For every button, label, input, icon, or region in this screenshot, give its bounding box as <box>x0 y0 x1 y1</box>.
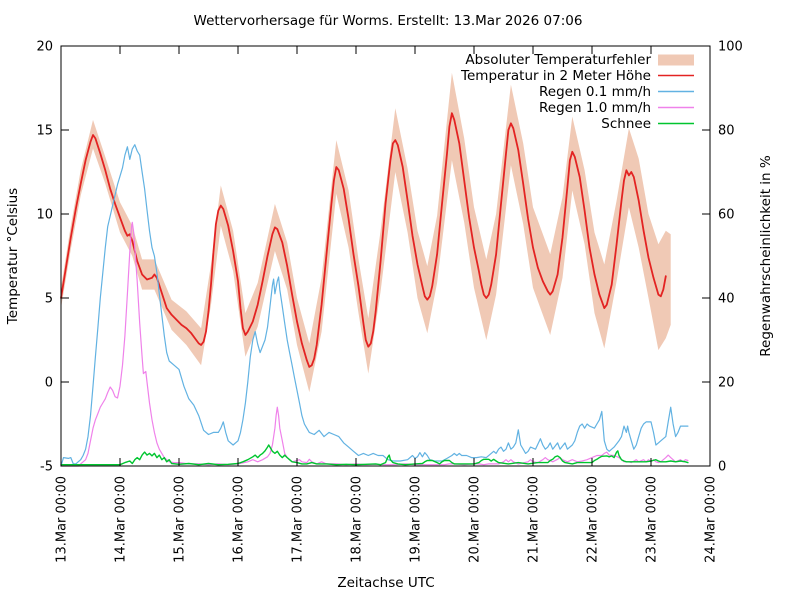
y-right-tick-label: 60 <box>718 208 735 223</box>
plot-generated-layer: -5 0 5 10 15 20 0 20 40 60 80 100 13.Mar 00:00 14.Mar… <box>36 40 742 563</box>
x-tick-label: 18.Mar 00:00 <box>350 476 365 563</box>
y-left-axis-label: Temperatur °Celsius <box>5 188 21 325</box>
legend: Absoluter Temperaturfehler Temperatur in… <box>460 52 694 132</box>
y-left-tick-label: 15 <box>36 124 53 139</box>
y-right-tick-label: 20 <box>718 376 735 391</box>
x-tick-label: 21.Mar 00:00 <box>527 476 542 563</box>
y-left-tick-label: 5 <box>45 292 53 307</box>
legend-label-error-band: Absoluter Temperaturfehler <box>465 52 651 68</box>
legend-label-temperature: Temperatur in 2 Meter Höhe <box>460 68 651 84</box>
y-left-tick-label: 20 <box>36 40 53 55</box>
x-tick-label: 14.Mar 00:00 <box>114 476 129 563</box>
x-tick-label: 20.Mar 00:00 <box>468 476 483 563</box>
plot-border <box>60 45 711 467</box>
legend-label-rain-10: Regen 1.0 mm/h <box>539 100 651 116</box>
y-left-tick-label: -5 <box>40 460 53 475</box>
y-right-tick-label: 40 <box>718 292 735 307</box>
legend-swatch-band <box>658 54 694 66</box>
y-right-tick-label: 80 <box>718 124 735 139</box>
legend-label-rain-01: Regen 0.1 mm/h <box>539 84 651 100</box>
x-tick-label: 22.Mar 00:00 <box>586 476 601 563</box>
x-tick-label: 13.Mar 00:00 <box>55 476 70 563</box>
x-tick-label: 17.Mar 00:00 <box>291 476 306 563</box>
x-tick-label: 23.Mar 00:00 <box>645 476 660 563</box>
rain-10mmh-line <box>60 221 689 467</box>
y-left-tick-label: 10 <box>36 208 53 223</box>
x-tick-label: 24.Mar 00:00 <box>704 476 719 563</box>
legend-label-snow: Schnee <box>601 116 651 132</box>
snow-line <box>60 444 689 466</box>
y-right-axis-label: Regenwahrscheinlichkeit in % <box>758 155 774 357</box>
temperature-error-band <box>61 72 671 393</box>
temperature-2m-line <box>60 112 667 368</box>
y-right-tick-label: 100 <box>718 40 743 55</box>
x-tick-label: 16.Mar 00:00 <box>232 476 247 563</box>
x-tick-label: 19.Mar 00:00 <box>409 476 424 563</box>
legend-swatches <box>658 54 694 125</box>
x-tick-label: 15.Mar 00:00 <box>173 476 188 563</box>
y-left-tick-label: 0 <box>45 376 53 391</box>
chart-title: Wettervorhersage für Worms. Erstellt: 13… <box>194 13 583 29</box>
rain-01mmh-line <box>60 144 689 467</box>
y-right-tick-label: 0 <box>718 460 726 475</box>
x-axis-label: Zeitachse UTC <box>337 575 434 591</box>
